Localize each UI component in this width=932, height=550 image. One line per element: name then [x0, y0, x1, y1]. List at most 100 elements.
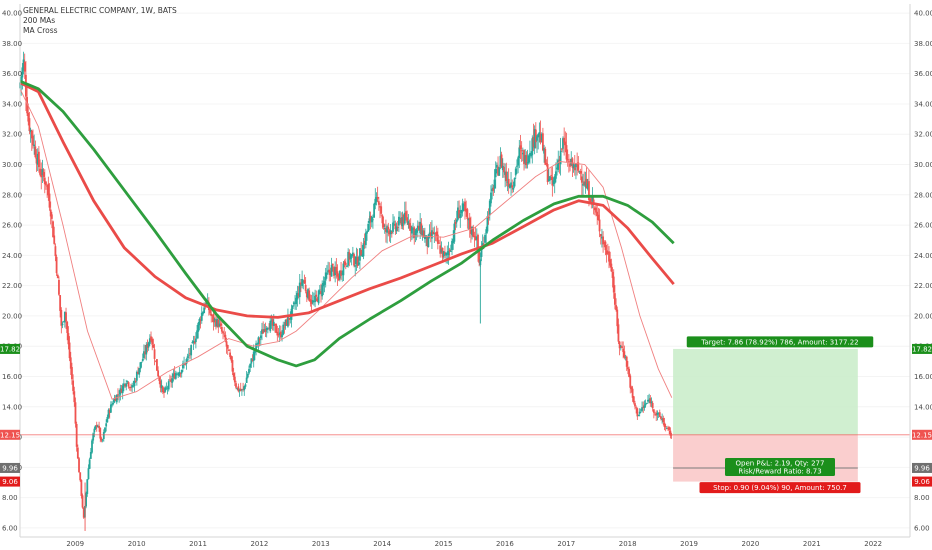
candle-body: [305, 291, 308, 298]
y-tick-label-right: 16.00: [914, 373, 932, 381]
candle-body: [492, 187, 495, 191]
candle-body: [287, 316, 289, 327]
candle-body: [584, 181, 587, 188]
candle-body: [479, 259, 482, 266]
candle-body: [552, 180, 555, 185]
candle-body: [101, 439, 104, 441]
stop-label-box[interactable]: [699, 482, 861, 494]
candle-body: [244, 384, 247, 387]
candle-body: [148, 338, 151, 345]
candle-body: [114, 397, 117, 402]
candle-body: [186, 356, 189, 358]
candle-body: [361, 254, 364, 257]
candle-body: [122, 383, 125, 387]
candle-body: [81, 495, 84, 508]
candle-body: [302, 281, 305, 282]
candle-body: [36, 153, 39, 165]
candle-body: [128, 387, 131, 388]
candle-body: [503, 166, 505, 173]
candle-body: [381, 215, 384, 224]
candle-body: [313, 301, 315, 303]
candle-body: [340, 270, 342, 276]
candle-body: [357, 262, 360, 265]
candle-body: [395, 226, 398, 232]
y-tick-label-right: 8.00: [914, 494, 930, 502]
target-label-box[interactable]: [686, 336, 874, 348]
candle-body: [529, 153, 531, 156]
candle-body: [459, 213, 462, 218]
candle-body: [628, 368, 630, 377]
candle-body: [588, 181, 590, 201]
candle-body: [215, 319, 217, 327]
candle-body: [28, 118, 31, 132]
candle-body: [242, 388, 244, 390]
candle-body: [634, 403, 636, 407]
price-tag-label-left: 9.06: [2, 478, 18, 486]
candle-body: [372, 219, 374, 221]
candle-body: [157, 370, 160, 377]
candle-body: [232, 373, 235, 377]
candle-body: [387, 226, 390, 230]
candle-body: [316, 298, 319, 302]
y-tick-label-right: 28.00: [914, 191, 932, 199]
candle-body: [200, 312, 203, 321]
candle-body: [76, 447, 79, 459]
candle-body: [185, 359, 188, 365]
candle-body: [285, 319, 288, 326]
candle-body: [534, 129, 537, 143]
target-zone[interactable]: [673, 348, 858, 435]
candle-body: [596, 211, 599, 216]
candle-body: [301, 279, 304, 287]
candle-body: [582, 183, 584, 186]
candle-body: [475, 236, 478, 240]
candle-body: [120, 389, 123, 393]
candle-body: [310, 300, 313, 304]
candle-body: [540, 133, 543, 140]
candle-body: [638, 411, 641, 414]
candle-body: [399, 217, 401, 219]
candle-body: [455, 219, 458, 223]
candle-body: [373, 203, 376, 218]
price-tag-right: [912, 343, 932, 354]
candle-body: [230, 356, 233, 361]
candle-body: [75, 423, 78, 447]
candle-body: [544, 148, 547, 165]
candle-body: [517, 157, 520, 166]
y-tick-label-right: 24.00: [914, 252, 932, 260]
candle-body: [462, 204, 465, 207]
candle-body: [585, 178, 588, 189]
candle-body: [330, 264, 333, 277]
candle-body: [130, 386, 132, 389]
x-tick-label: 2011: [189, 540, 207, 548]
candle-body: [277, 333, 280, 336]
candle-body: [87, 468, 90, 480]
candle-body: [645, 402, 648, 404]
candle-body: [284, 319, 287, 326]
legend-line-2: 200 MAs: [23, 16, 55, 25]
x-tick-label: 2009: [66, 540, 84, 548]
candle-body: [622, 348, 625, 353]
candle-body: [379, 206, 381, 208]
pnl-label-text-1: Open P&L: 2.19, Qty: 277: [736, 459, 825, 467]
candle-body: [245, 377, 248, 383]
candle-body: [119, 388, 122, 395]
candle-body: [452, 239, 455, 244]
position-labels[interactable]: Target: 7.86 (78.92%) 786, Amount: 3177.…: [686, 336, 874, 494]
candle-body: [216, 318, 219, 327]
candle-body: [32, 135, 34, 146]
candle-body: [274, 323, 276, 326]
pnl-label-box[interactable]: [725, 457, 835, 476]
candle-body: [579, 171, 582, 174]
candle-body: [127, 382, 130, 387]
y-tick-label-left: 8.00: [2, 494, 18, 502]
candle-body: [650, 401, 653, 403]
y-tick-label-left: 36.00: [2, 70, 22, 78]
candle-body: [259, 335, 262, 339]
x-tick-label: 2015: [435, 540, 453, 548]
candle-body: [390, 231, 393, 234]
candle-body: [474, 236, 477, 241]
candle-body: [527, 155, 530, 163]
x-tick-label: 2010: [128, 540, 146, 548]
candle-body: [468, 217, 471, 230]
